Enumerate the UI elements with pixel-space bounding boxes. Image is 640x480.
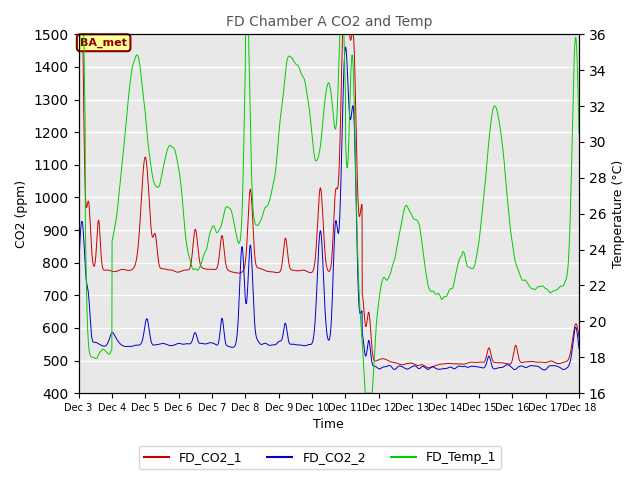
FD_Temp_1 — [166, 143, 173, 148]
FD_CO2_1 — [448, 361, 456, 367]
FD_CO2_2 — [266, 343, 273, 348]
FD_CO2_1 — [75, 32, 83, 37]
FD_CO2_2 — [75, 269, 83, 275]
FD_CO2_1 — [375, 357, 383, 363]
Line: FD_Temp_1: FD_Temp_1 — [79, 35, 579, 393]
Y-axis label: CO2 (ppm): CO2 (ppm) — [15, 180, 28, 248]
FD_CO2_2 — [375, 366, 383, 372]
X-axis label: Time: Time — [314, 419, 344, 432]
FD_CO2_1 — [425, 365, 433, 371]
FD_CO2_2 — [400, 365, 408, 371]
FD_CO2_1 — [266, 269, 273, 275]
Line: FD_CO2_1: FD_CO2_1 — [79, 35, 579, 368]
Line: FD_CO2_2: FD_CO2_2 — [79, 47, 579, 370]
FD_Temp_1 — [362, 390, 369, 396]
FD_CO2_2 — [541, 367, 548, 373]
FD_CO2_1 — [400, 361, 408, 367]
FD_CO2_2 — [342, 44, 349, 50]
FD_CO2_1 — [486, 348, 494, 353]
FD_Temp_1 — [375, 298, 383, 304]
FD_Temp_1 — [486, 126, 494, 132]
FD_CO2_1 — [575, 334, 583, 340]
FD_CO2_2 — [575, 346, 583, 351]
FD_CO2_1 — [166, 267, 173, 273]
FD_Temp_1 — [575, 131, 583, 137]
FD_Temp_1 — [401, 207, 408, 213]
FD_CO2_2 — [486, 356, 494, 361]
FD_CO2_2 — [166, 343, 173, 348]
FD_Temp_1 — [266, 196, 274, 202]
Text: BA_met: BA_met — [80, 37, 127, 48]
Legend: FD_CO2_1, FD_CO2_2, FD_Temp_1: FD_CO2_1, FD_CO2_2, FD_Temp_1 — [139, 446, 501, 469]
FD_Temp_1 — [76, 32, 84, 37]
Y-axis label: Temperature (°C): Temperature (°C) — [612, 160, 625, 268]
FD_Temp_1 — [75, 127, 83, 132]
FD_CO2_2 — [448, 365, 456, 371]
FD_Temp_1 — [448, 286, 456, 291]
Title: FD Chamber A CO2 and Temp: FD Chamber A CO2 and Temp — [225, 15, 432, 29]
